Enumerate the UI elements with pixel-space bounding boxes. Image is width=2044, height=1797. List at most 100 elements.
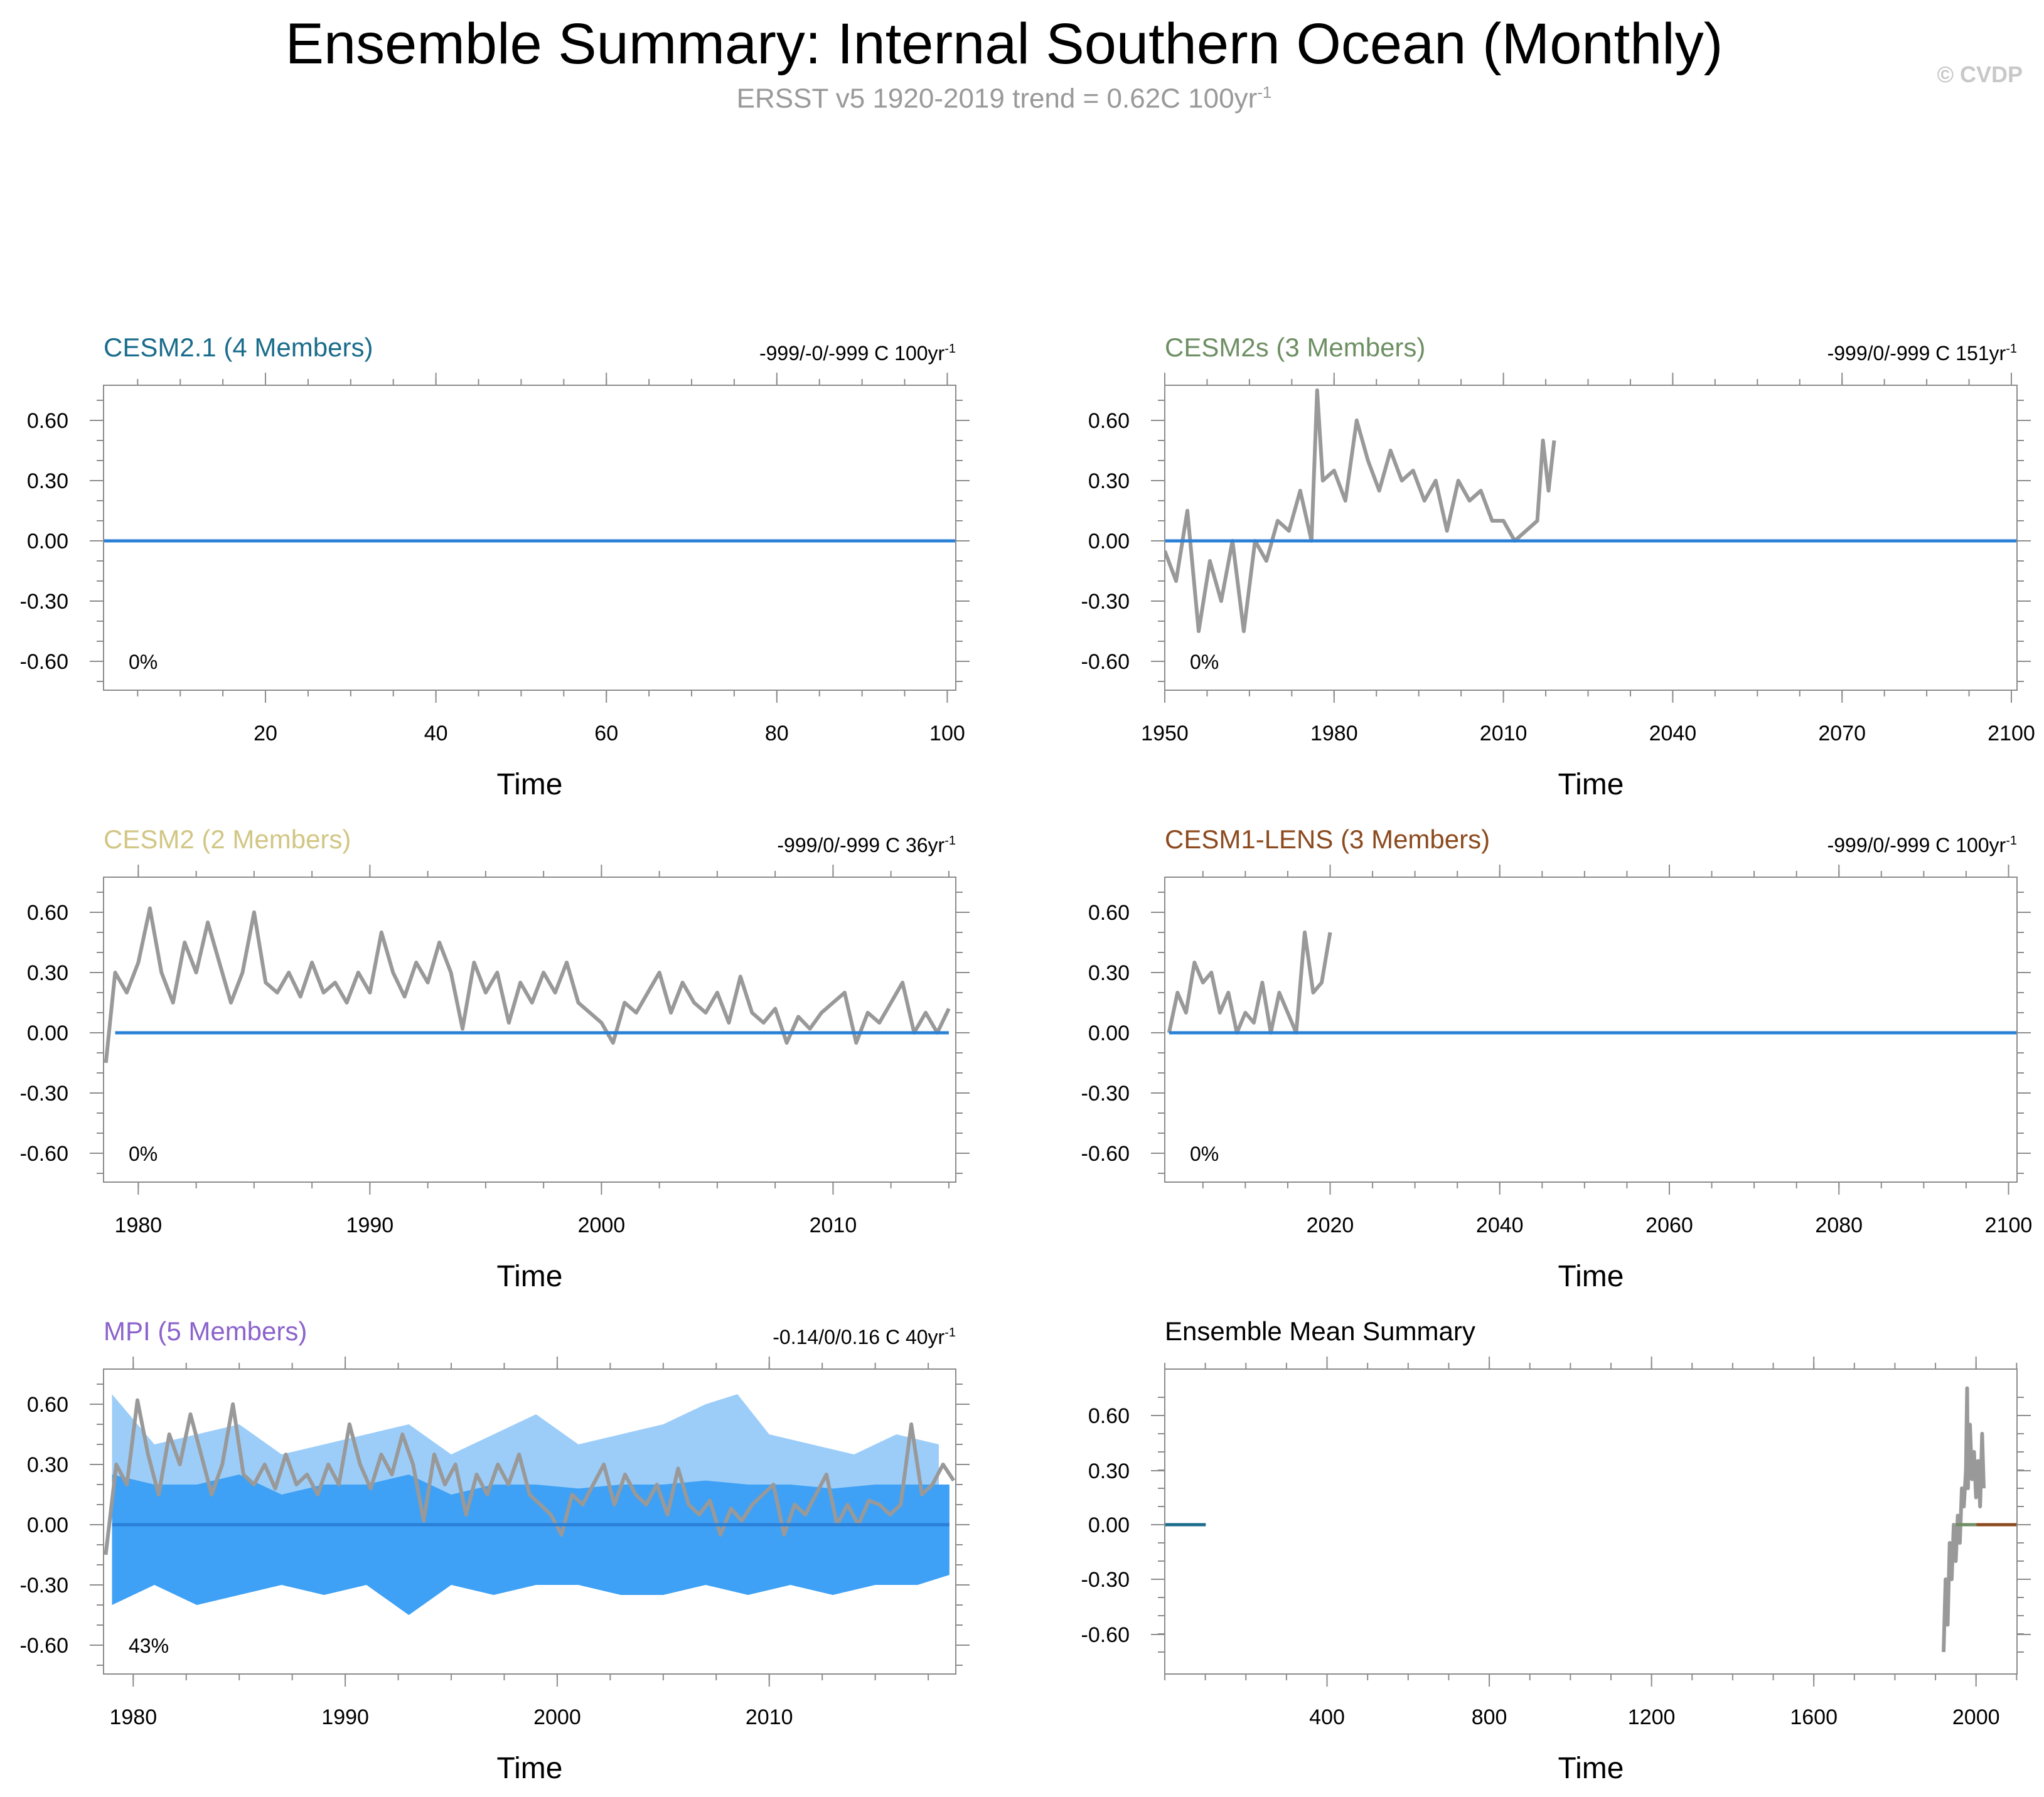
y-tick-label: 0.30 <box>27 469 68 493</box>
y-tick-label: -0.60 <box>20 1634 69 1658</box>
x-tick-label: 1950 <box>1141 722 1189 745</box>
y-tick-label: 0.30 <box>27 1453 68 1477</box>
x-tick-label: 2100 <box>1988 722 2035 745</box>
y-tick-label: 0.30 <box>1088 961 1130 985</box>
x-tick-label: 60 <box>594 722 618 745</box>
panel-title: MPI (5 Members) <box>104 1316 307 1346</box>
x-tick-label: 2000 <box>533 1705 581 1729</box>
x-axis-label: Time <box>497 1260 563 1293</box>
y-tick-label: 0.30 <box>1088 1459 1130 1483</box>
figure-title: Ensemble Summary: Internal Southern Ocea… <box>285 12 1723 76</box>
series-line-observations <box>1165 388 1556 633</box>
panel-title: CESM1-LENS (3 Members) <box>1165 824 1490 854</box>
y-tick-label: -0.30 <box>20 1082 69 1106</box>
percent-label: 0% <box>129 651 158 673</box>
y-tick-label: -0.60 <box>20 650 69 674</box>
x-axis-ticks <box>137 373 948 703</box>
cvdp-credit: © CVDP <box>1937 61 2023 87</box>
x-tick-label: 2010 <box>1480 722 1528 745</box>
plot-area <box>1165 388 2017 633</box>
x-tick-label: 2010 <box>746 1705 793 1729</box>
y-tick-label: 0.00 <box>27 530 68 553</box>
x-axis-ticks <box>1164 1357 2018 1687</box>
plot-area <box>1165 1386 2017 1653</box>
x-axis-label: Time <box>1558 1752 1624 1785</box>
y-tick-label: 0.60 <box>27 901 68 925</box>
y-axis-ticks <box>1151 892 2031 1174</box>
x-axis-ticks <box>137 865 950 1195</box>
y-tick-label: -0.60 <box>1081 1623 1130 1647</box>
y-tick-label: 0.60 <box>1088 901 1130 925</box>
y-tick-label: 0.00 <box>1088 530 1130 553</box>
panel-6: Ensemble Mean Summary 0.60 0.30 0.00 -0.30 -0… <box>1081 1316 2031 1785</box>
y-tick-label: -0.30 <box>20 1574 69 1597</box>
x-tick-label: 2070 <box>1818 722 1866 745</box>
x-tick-label: 100 <box>929 722 965 745</box>
spread-dark-area <box>112 1474 950 1615</box>
panel-title: Ensemble Mean Summary <box>1165 1316 1475 1346</box>
plot-frame <box>103 877 956 1183</box>
percent-label: 0% <box>129 1143 158 1165</box>
y-tick-label: -0.60 <box>1081 1142 1130 1166</box>
x-tick-label: 2060 <box>1645 1213 1693 1237</box>
trend-superscript: -1 <box>2006 834 2017 848</box>
y-tick-label: -0.60 <box>1081 650 1130 674</box>
trend-text: -999/0/-999 C 100yr-1 <box>1827 834 2017 856</box>
y-axis-ticks <box>90 892 970 1174</box>
series-line-observations <box>104 1398 956 1555</box>
panel-title: CESM2 (2 Members) <box>104 824 351 854</box>
x-tick-label: 1980 <box>1310 722 1358 745</box>
trend-text: -999/0/-999 C 151yr-1 <box>1827 342 2017 365</box>
y-tick-label: 0.00 <box>1088 1021 1130 1045</box>
x-axis-label: Time <box>1558 1260 1624 1293</box>
panel-title: CESM2s (3 Members) <box>1165 333 1425 362</box>
y-tick-label: 0.00 <box>27 1021 68 1045</box>
x-tick-label: 80 <box>765 722 789 745</box>
series-line-observations <box>1942 1386 1986 1653</box>
x-tick-label: 2040 <box>1649 722 1697 745</box>
x-tick-label: 1980 <box>109 1705 157 1729</box>
figure-subtitle: ERSST v5 1920-2019 trend = 0.62C 100yr-1 <box>0 83 2008 115</box>
subtitle-text: ERSST v5 1920-2019 trend = 0.62C 100yr <box>736 83 1258 114</box>
x-tick-label: 800 <box>1472 1705 1507 1729</box>
plot-frame <box>103 1368 956 1675</box>
y-axis-ticks <box>90 400 970 682</box>
x-axis-ticks <box>1202 865 2009 1195</box>
y-axis-ticks <box>1151 1397 2031 1653</box>
plot-frame <box>1164 1368 2018 1675</box>
trend-superscript: -1 <box>944 342 956 356</box>
x-tick-label: 1990 <box>321 1705 369 1729</box>
x-tick-label: 2000 <box>578 1213 626 1237</box>
y-tick-label: 0.30 <box>1088 469 1130 493</box>
y-axis-ticks <box>90 1384 970 1666</box>
x-tick-label: 1990 <box>346 1213 394 1237</box>
y-tick-label: 0.60 <box>27 1393 68 1417</box>
y-tick-label: 0.60 <box>27 409 68 433</box>
plot-frame <box>1164 385 2018 691</box>
plot-area <box>104 906 951 1064</box>
percent-label: 0% <box>1190 651 1219 673</box>
x-tick-label: 20 <box>254 722 277 745</box>
y-tick-label: -0.60 <box>20 1142 69 1166</box>
y-tick-label: 0.60 <box>1088 409 1130 433</box>
plot-area <box>1167 930 2017 1035</box>
panel-title: CESM2.1 (4 Members) <box>104 333 373 362</box>
panel-3: CESM2 (2 Members) -999/0/-999 C 36yr-1 0.6… <box>20 824 970 1293</box>
panel-1: CESM2.1 (4 Members) -999/-0/-999 C 100yr-… <box>20 333 970 801</box>
x-tick-label: 1600 <box>1790 1705 1838 1729</box>
x-axis-label: Time <box>497 1752 563 1785</box>
panel-2: CESM2s (3 Members) -999/0/-999 C 151yr-1 0… <box>1081 333 2035 801</box>
trend-superscript: -1 <box>944 834 956 848</box>
y-tick-label: 0.00 <box>27 1513 68 1537</box>
trend-text: -999/0/-999 C 36yr-1 <box>777 834 956 856</box>
x-tick-label: 2080 <box>1815 1213 1863 1237</box>
y-tick-label: 0.60 <box>1088 1404 1130 1428</box>
trend-text: -999/-0/-999 C 100yr-1 <box>759 342 956 365</box>
x-axis-ticks <box>1164 373 2013 703</box>
x-tick-label: 400 <box>1309 1705 1345 1729</box>
subtitle-superscript: -1 <box>1257 83 1272 102</box>
x-tick-label: 2020 <box>1307 1213 1354 1237</box>
plot-frame <box>1164 877 2018 1183</box>
y-axis-ticks <box>1151 400 2031 682</box>
x-tick-label: 1980 <box>115 1213 163 1237</box>
